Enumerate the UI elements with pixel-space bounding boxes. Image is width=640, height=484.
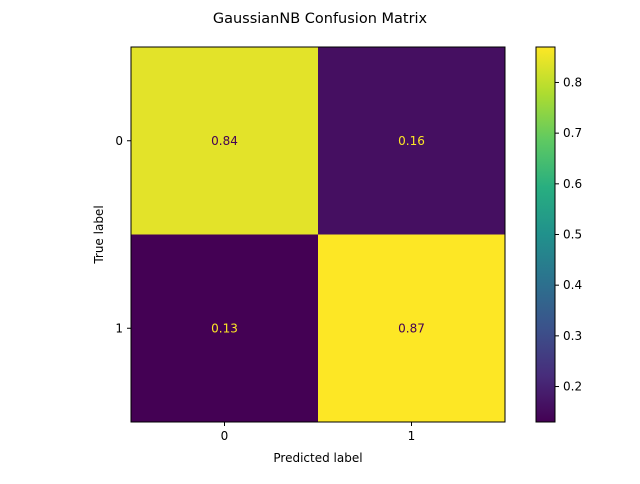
matrix-cell [318, 234, 506, 423]
x-axis-label: Predicted label [273, 451, 362, 465]
colorbar-tick-label: 0.8 [563, 75, 582, 89]
colorbar-tick-label: 0.7 [563, 126, 582, 140]
chart-title: GaussianNB Confusion Matrix [213, 11, 428, 27]
cell-value-label: 0.16 [398, 134, 425, 148]
cell-value-label: 0.87 [398, 321, 425, 335]
matrix-cell [131, 234, 319, 423]
cell-value-label: 0.13 [211, 321, 238, 335]
colorbar-tick-label: 0.5 [563, 228, 582, 242]
colorbar-tick-label: 0.6 [563, 177, 582, 191]
y-tick-label: 1 [115, 321, 123, 335]
cell-annotations: 0.84 0.16 0.13 0.87 [211, 134, 425, 336]
y-axis: 01 [115, 134, 131, 335]
cell-value-label: 0.84 [211, 134, 238, 148]
matrix-cell [318, 47, 506, 235]
colorbar [535, 46, 556, 423]
matrix-frame [130, 46, 506, 423]
y-tick-label: 0 [115, 134, 123, 148]
matrix-cell [131, 47, 319, 235]
x-tick-label: 0 [221, 429, 229, 443]
colorbar-tick-label: 0.3 [563, 329, 582, 343]
x-tick-label: 1 [408, 429, 416, 443]
matrix-cells [131, 47, 506, 423]
colorbar-ticks: 0.2 0.3 0.4 0.5 0.6 0.7 0.8 [555, 75, 582, 394]
y-axis-label: True label [92, 205, 106, 264]
colorbar-tick-label: 0.4 [563, 278, 582, 292]
colorbar-tick-label: 0.2 [563, 380, 582, 394]
